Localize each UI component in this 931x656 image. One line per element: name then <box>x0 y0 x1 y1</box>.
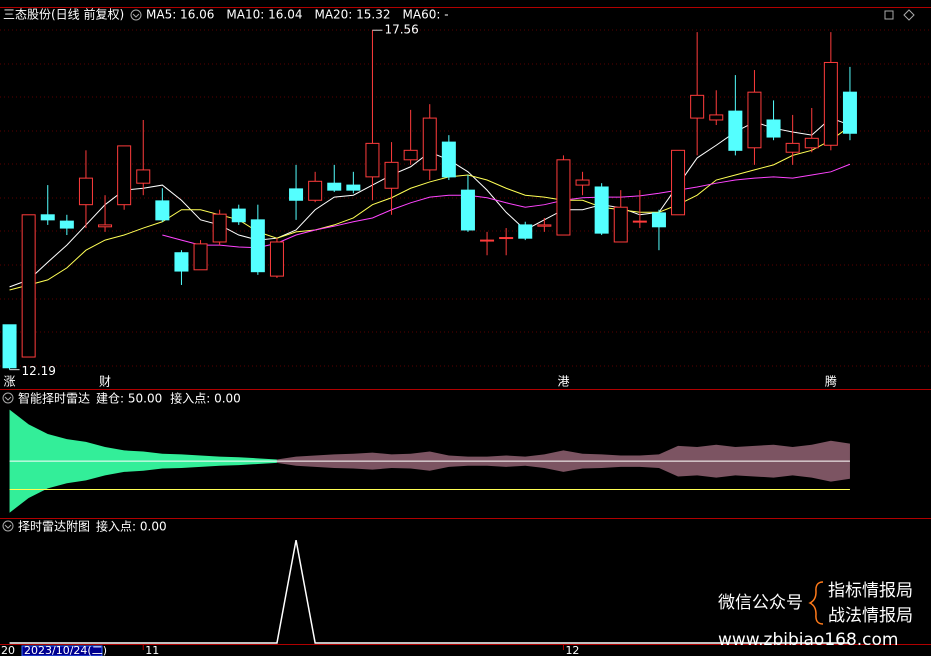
candle-body <box>613 206 628 243</box>
candle-body <box>460 189 475 231</box>
watermark-text: 战法情报局 <box>828 606 913 626</box>
menu-icon[interactable] <box>130 9 142 21</box>
event-label: 财 <box>99 375 111 389</box>
candle-body <box>59 220 74 229</box>
event-label: 港 <box>557 375 569 389</box>
candle-body <box>537 224 552 227</box>
candle-body <box>308 180 323 201</box>
candle-body <box>346 184 361 191</box>
min-label: 12.19 <box>22 364 56 378</box>
candle-body <box>709 114 724 121</box>
candle-body <box>804 137 819 149</box>
candle-body <box>594 186 609 234</box>
legend-entry: 接入点: 0.00 <box>96 519 167 534</box>
menu-icon[interactable] <box>2 392 14 404</box>
candle-body <box>403 149 418 161</box>
candle-body <box>40 214 55 221</box>
watermark-text: 指标情报局 <box>828 581 913 601</box>
watermark-text: 微信公众号 <box>718 593 803 613</box>
window-icon[interactable] <box>903 9 915 21</box>
menu-icon-arrow <box>132 13 140 18</box>
candle-body <box>499 237 514 240</box>
candle-body <box>21 214 36 358</box>
menu-icon-arrow <box>4 524 12 529</box>
watermark-brace <box>808 581 824 625</box>
candle-body <box>785 142 800 153</box>
panel-title: 智能择时雷达 <box>18 391 90 406</box>
candle-body <box>327 182 342 191</box>
indicator-label: 建仓: 50.00 <box>96 392 162 406</box>
ma-line <box>9 125 851 291</box>
cursor-date: 2023/10/24(二) <box>24 644 107 656</box>
x-tick-label: 12 <box>565 644 579 656</box>
candle-body <box>78 177 93 206</box>
menu-icon-arrow <box>4 396 12 401</box>
max-label: 17.56 <box>384 23 418 37</box>
candle-body <box>728 110 743 151</box>
candle-body <box>174 252 189 272</box>
event-label: 腾 <box>825 374 837 389</box>
candle-body <box>842 91 857 134</box>
candle-body <box>575 179 590 186</box>
candle-body <box>289 188 304 201</box>
candle-body <box>231 208 246 223</box>
stock-title: 三态股份(日线 前复权) <box>3 7 124 22</box>
candle-body <box>480 239 495 242</box>
indicator-label: 接入点: 0.00 <box>170 391 241 406</box>
legend-entry: MA60: - <box>403 8 449 22</box>
watermark-url: www.zbibiao168.com <box>718 630 898 650</box>
candle-body <box>98 224 113 228</box>
candle-body <box>747 91 762 149</box>
event-label: 涨 <box>4 374 16 389</box>
x-tick-label: 11 <box>145 644 159 656</box>
candle-body <box>441 141 456 178</box>
candle-body <box>155 200 170 221</box>
legend-entry: MA20: 15.32 <box>314 8 390 22</box>
window-icon[interactable] <box>884 10 894 20</box>
date-prefix: 20 <box>1 644 15 656</box>
panel-title: 择时雷达附图 <box>18 520 90 534</box>
candle-body <box>136 169 151 184</box>
candle-body <box>365 142 380 178</box>
candle-body <box>766 119 781 138</box>
candle-body <box>671 149 686 216</box>
candle-body <box>193 243 208 271</box>
candle-body <box>384 161 399 189</box>
candle-body <box>690 94 705 119</box>
candle-body <box>117 145 132 206</box>
candle-body <box>632 220 647 223</box>
candle-body <box>250 219 265 273</box>
legend-entry: MA10: 16.04 <box>226 8 302 22</box>
legend-entry: MA5: 16.06 <box>146 8 214 22</box>
candle-body <box>823 61 838 146</box>
candle-body <box>651 212 666 228</box>
candle-body <box>269 241 284 277</box>
candle-body <box>422 117 437 171</box>
cursor-date-box <box>21 645 103 656</box>
signal-line <box>9 540 850 644</box>
candle-body <box>212 213 227 243</box>
candle-body <box>556 159 571 236</box>
menu-icon[interactable] <box>2 520 14 532</box>
candle-body <box>2 324 17 369</box>
candle-body <box>518 224 533 239</box>
